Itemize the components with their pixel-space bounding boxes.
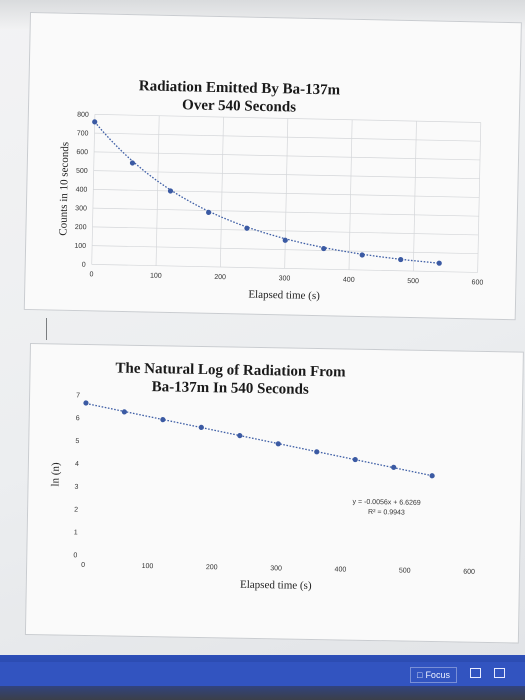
chart1-vgrid-line [91,114,96,265]
chart1-y-tick-label: 300 [75,205,87,212]
chart1-y-tick-label: 700 [77,130,89,137]
chart2-r-squared: R² = 0.9943 [368,509,405,517]
chart1-x-tick-label: 600 [472,279,484,286]
chart2-data-point [237,433,243,439]
chart1-x-tick-label: 500 [407,278,419,285]
chart2-data-point [391,464,397,470]
focus-label: Focus [425,670,450,680]
chart1-data-point [244,225,250,231]
chart2-data-point [83,400,89,406]
chart1-data-point [282,237,288,243]
chart1-data-point [129,160,136,166]
chart1-data-point [359,252,365,258]
chart1-x-tick-label: 0 [89,271,93,278]
status-bar [0,662,525,686]
chart2-x-tick-label: 400 [335,566,347,573]
chart1-plot: 0 100 200 300 400 500 600 700 800 0 100 200 300 400 50… [57,112,484,303]
chart2-data-point [352,456,358,463]
focus-button[interactable]: □ Focus [410,667,457,683]
chart2-data-point [121,409,128,415]
chart2-x-tick-label: 600 [463,569,475,576]
chart1-vgrid-line [155,115,160,266]
chart2-data-point [198,424,204,431]
chart1-y-tick-label: 200 [75,224,87,231]
chart2-y-tick-label: 2 [74,507,78,514]
chart1-vgrid-line [220,117,224,268]
chart2-y-tick-label: 1 [74,529,78,536]
chart1-y-axis-title: Counts in 10 seconds [57,142,71,236]
chart2-x-tick-label: 300 [270,565,282,572]
chart2-y-tick-label: 4 [75,461,79,468]
chart2-data-point [429,473,435,479]
chart1-vgrid-line [284,118,289,269]
chart2-equation: y = -0.0056x + 6.6269 [353,499,421,507]
chart1-y-tick-label: 800 [77,112,89,119]
layout-view-icon[interactable] [470,668,481,678]
chart1-data-point [398,256,404,263]
focus-icon: □ [417,670,423,680]
chart1-y-tick-label: 400 [76,186,88,193]
chart1-x-axis-title: Elapsed time (s) [248,289,320,303]
chart1-trendline [94,121,440,264]
chart-natural-log: The Natural Log of Radiation From Ba-137… [24,343,524,644]
chart1-y-tick-label: 500 [76,168,88,175]
chart2-y-tick-label: 5 [75,438,79,445]
chart2-x-tick-label: 0 [81,562,85,569]
chart1-y-tick-label: 100 [74,243,86,250]
chart1-x-tick-label: 200 [214,274,226,281]
chart2-x-tick-label: 200 [206,564,218,571]
chart1-data-point [436,260,442,266]
chart2-data-point [314,449,320,455]
chart2-x-tick-label: 100 [142,563,154,570]
chart2-data-point [275,441,281,447]
chart2-x-tick-label: 500 [399,567,411,574]
chart1-y-tick-label: 0 [82,262,86,269]
chart2-trendline [85,402,433,477]
chart2-y-tick-label: 7 [76,392,80,399]
chart1-vgrid-line [412,121,417,272]
chart1-x-tick-label: 300 [279,275,291,282]
chart2-x-axis-title: Elapsed time (s) [240,579,312,592]
chart1-x-tick-label: 100 [150,273,162,280]
chart2-y-tick-label: 6 [76,415,80,422]
chart1-data-point [167,188,174,194]
chart-exponential-decay: Radiation Emitted By Ba-137m Over 540 Se… [23,12,522,321]
chart2-y-tick-label: 0 [73,552,77,559]
chart2-plot: 0 1 2 3 4 5 6 7 0 100 200 300 400 500 600 Elapsed time … [49,392,475,592]
chart1-data-point [92,119,98,125]
chart1-x-tick-label: 400 [343,277,355,284]
chart2-y-axis-title: ln (n) [49,462,61,487]
chart2-y-tick-label: 3 [75,484,79,491]
chart2-data-point [160,417,166,423]
chart1-vgrid-line [348,119,353,270]
chart1-data-point [206,209,212,216]
chart1-y-tick-label: 600 [76,149,88,156]
print-view-icon[interactable] [494,668,505,678]
chart1-vgrid-line [477,122,482,273]
chart1-data-point [321,245,327,252]
page-margin-mark [46,318,47,340]
